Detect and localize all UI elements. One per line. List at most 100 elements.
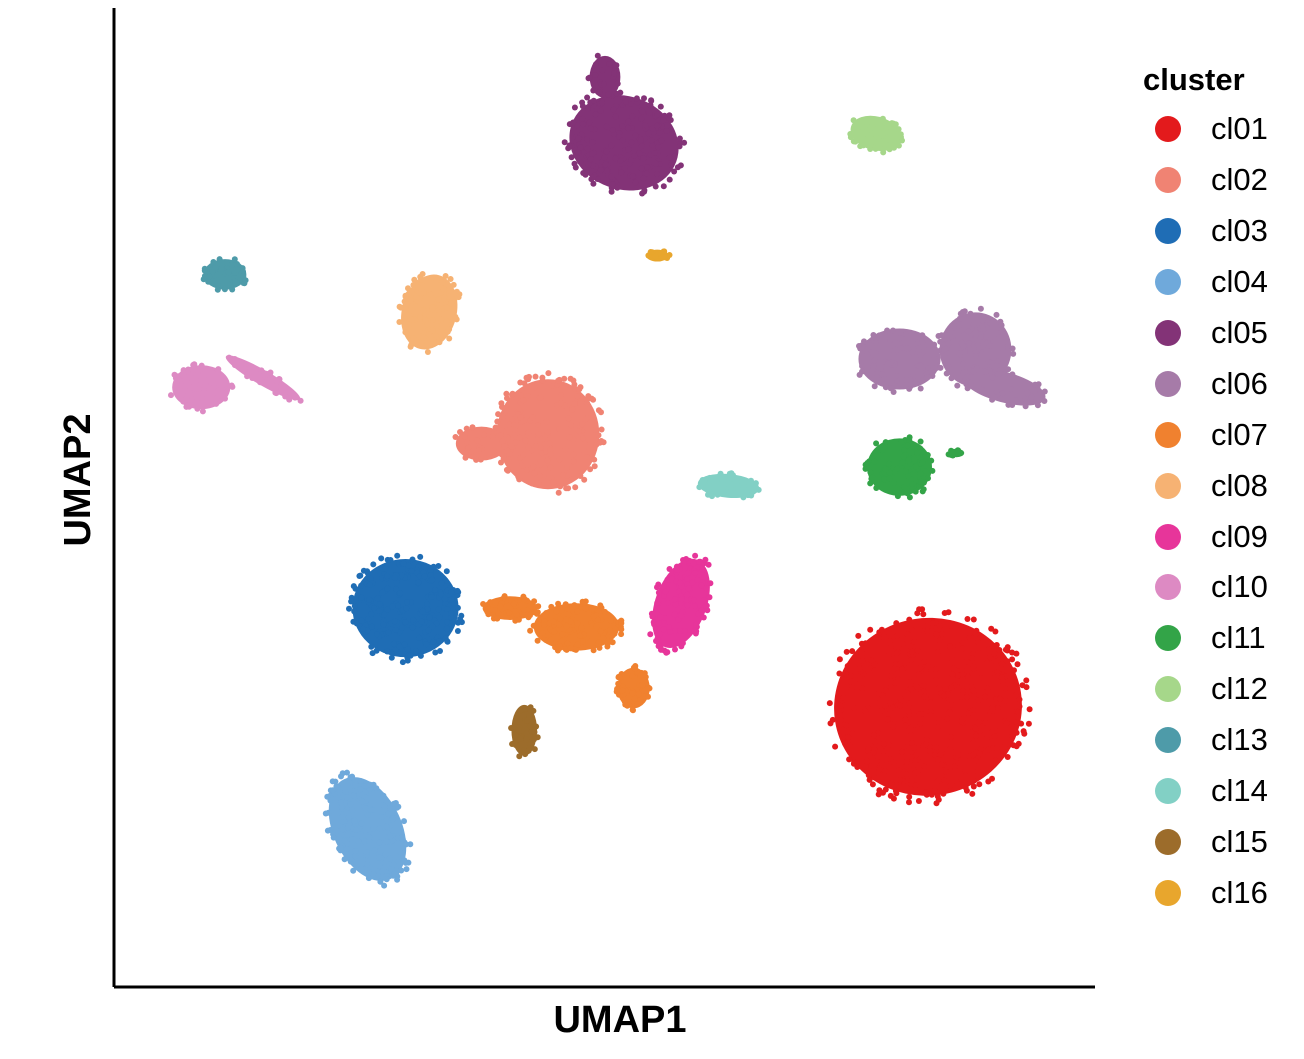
point-cl12: [882, 141, 889, 148]
point-cl15: [531, 729, 538, 736]
point-cl11: [912, 463, 919, 470]
point-cl06: [945, 340, 952, 347]
point-cl07: [527, 627, 534, 634]
point-cl06: [877, 365, 884, 372]
point-cl10: [180, 398, 187, 405]
point-cl05: [618, 169, 625, 176]
point-cl06: [1041, 398, 1048, 404]
point-cl05: [628, 101, 634, 107]
point-cl01: [992, 757, 999, 764]
point-cl01: [983, 660, 990, 666]
point-cl04: [407, 841, 414, 848]
point-cl02: [499, 427, 506, 434]
point-cl12: [867, 146, 874, 152]
point-cl11: [919, 459, 926, 466]
point-cl01: [844, 683, 851, 690]
point-cl05: [594, 52, 601, 59]
point-cl03: [429, 623, 436, 630]
point-cl05: [584, 145, 591, 152]
point-cl05: [603, 123, 610, 130]
point-cl06: [890, 342, 897, 349]
point-cl02: [462, 454, 469, 461]
point-cl03: [417, 553, 424, 560]
point-cl08: [420, 323, 427, 330]
point-cl04: [398, 834, 405, 841]
point-cl01: [973, 732, 979, 739]
point-cl01: [868, 657, 875, 664]
point-cl05: [648, 137, 655, 144]
point-cl10: [199, 408, 206, 415]
point-cl09: [700, 614, 707, 621]
legend-label: cl04: [1211, 264, 1268, 300]
point-cl07: [547, 636, 554, 643]
legend: cluster cl01 cl02 cl03 cl04 cl05 cl06 cl07 cl08…: [1143, 62, 1268, 918]
point-cl03: [350, 583, 357, 590]
point-cl05: [654, 170, 660, 177]
point-cl15: [526, 713, 533, 720]
point-cl03: [435, 563, 442, 569]
point-cl02: [504, 447, 511, 454]
point-cl04: [344, 831, 351, 838]
point-cl06: [1009, 371, 1016, 378]
point-cl11: [911, 456, 918, 463]
point-cl05: [608, 188, 615, 195]
point-cl07: [580, 638, 586, 645]
point-cl09: [667, 629, 674, 635]
point-cl01: [840, 733, 847, 740]
point-cl02: [517, 392, 524, 399]
point-cl12: [878, 130, 884, 137]
point-cl05: [638, 165, 645, 172]
point-cl05: [633, 95, 640, 102]
point-cl09: [677, 579, 684, 586]
legend-item-cl05: cl05: [1143, 308, 1268, 359]
point-cl08: [420, 289, 427, 296]
point-cl05: [611, 70, 617, 77]
point-cl05: [575, 135, 582, 142]
point-cl03: [404, 646, 411, 653]
point-cl01: [935, 715, 942, 722]
point-cl01: [1002, 685, 1009, 692]
point-cl07: [559, 631, 566, 638]
point-cl06: [885, 360, 892, 367]
point-cl01: [864, 758, 870, 765]
point-cl06: [970, 368, 977, 375]
point-cl07: [484, 608, 491, 615]
point-cl01: [1003, 720, 1010, 727]
point-cl09: [706, 594, 713, 601]
point-cl03: [378, 555, 385, 562]
point-cl08: [413, 293, 420, 300]
point-cl01: [909, 739, 915, 746]
point-cl02: [577, 400, 584, 407]
point-cl11: [873, 440, 880, 447]
point-cl06: [916, 363, 923, 370]
point-cl01: [959, 671, 966, 678]
point-cl12: [885, 134, 892, 141]
point-cl12: [872, 131, 879, 138]
point-cl02: [565, 471, 572, 478]
point-cl01: [893, 620, 900, 627]
point-cl04: [367, 781, 374, 788]
point-cl06: [999, 390, 1006, 397]
point-cl02: [499, 404, 505, 410]
legend-label: cl14: [1211, 773, 1268, 809]
point-cl03: [396, 643, 403, 650]
point-cl04: [350, 831, 356, 837]
point-cl04: [403, 841, 410, 848]
point-cl03: [438, 591, 445, 598]
point-cl07: [543, 637, 549, 643]
point-cl10: [218, 386, 225, 393]
point-cl09: [692, 552, 699, 559]
point-cl01: [942, 768, 949, 775]
point-cl04: [322, 810, 329, 817]
point-cl06: [985, 358, 992, 365]
point-cl01: [837, 717, 844, 724]
point-cl01: [949, 671, 956, 678]
point-cl01: [914, 610, 921, 617]
point-cl01: [975, 639, 982, 646]
point-cl07: [520, 593, 527, 600]
point-cl02: [517, 414, 524, 421]
point-cl05: [590, 174, 597, 181]
point-cl05: [641, 95, 647, 102]
point-cl05: [629, 173, 636, 180]
